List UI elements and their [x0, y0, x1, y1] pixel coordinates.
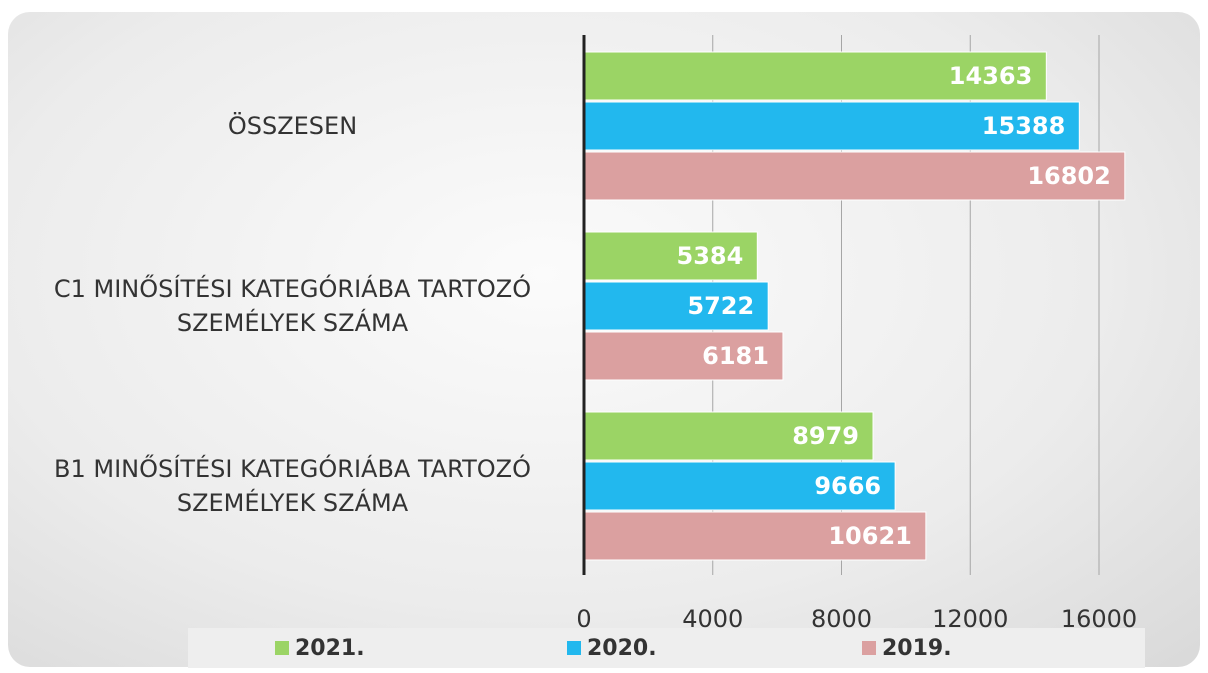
bar [583, 151, 1126, 201]
legend-label: 2019. [882, 636, 952, 661]
legend-swatch [567, 641, 581, 655]
bar [583, 411, 874, 461]
legend [188, 628, 1145, 668]
bar [583, 331, 784, 381]
legend-label: 2021. [295, 636, 365, 661]
value-label: 8979 [792, 422, 859, 450]
bar [583, 511, 927, 561]
category-label: ÖSSZESEN [227, 112, 358, 140]
value-label: 5384 [677, 242, 744, 270]
legend-label: 2020. [587, 636, 657, 661]
bar [583, 101, 1080, 151]
legend-swatch [862, 641, 876, 655]
bar [583, 51, 1047, 101]
x-tick-label: 0 [576, 605, 591, 633]
value-label: 15388 [982, 112, 1066, 140]
bar [583, 461, 896, 511]
bar [583, 231, 758, 281]
value-label: 10621 [828, 522, 912, 550]
value-label: 5722 [687, 292, 754, 320]
value-label: 6181 [702, 342, 769, 370]
bar [583, 281, 769, 331]
legend-swatch [275, 641, 289, 655]
category-label: C1 MINŐSÍTÉSI KATEGÓRIÁBA TARTOZÓ SZEMÉL… [53, 275, 532, 337]
value-label: 9666 [814, 472, 881, 500]
value-label: 14363 [949, 62, 1033, 90]
value-label: 16802 [1027, 162, 1111, 190]
category-label: B1 MINŐSÍTÉSI KATEGÓRIÁBA TARTOZÓ SZEMÉL… [54, 455, 531, 517]
